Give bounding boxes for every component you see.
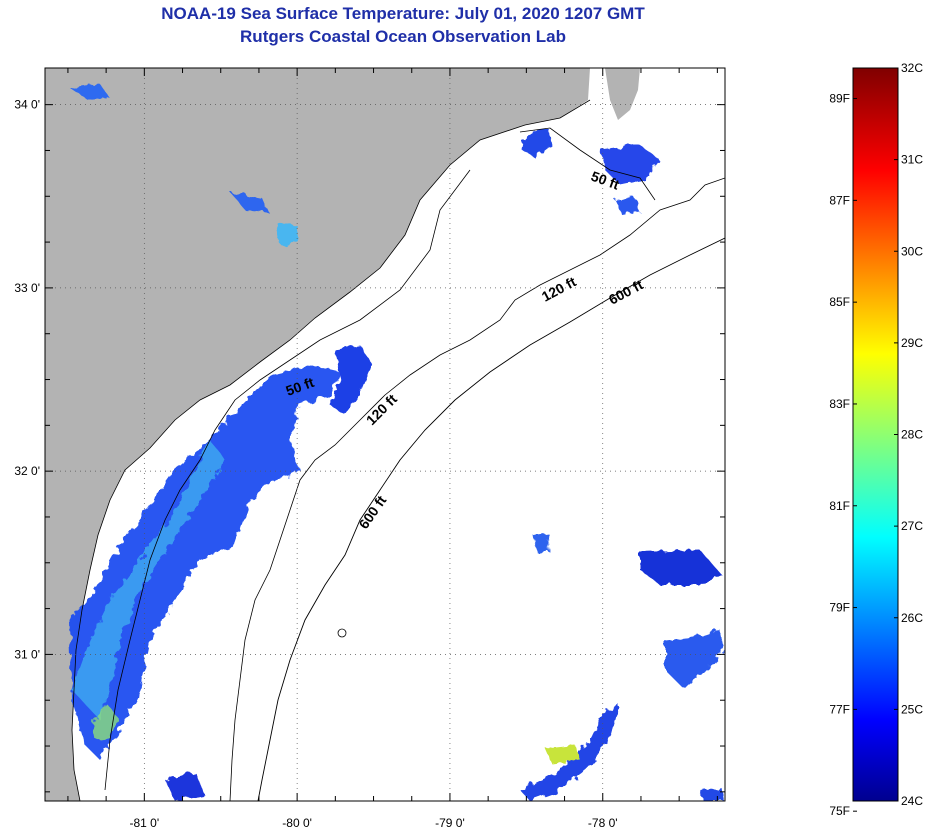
map-frame [44, 67, 726, 802]
sst-patch-offshore-1 [330, 345, 372, 415]
sst-patch-se-green [545, 745, 580, 764]
sst-patch-island2 [276, 222, 298, 244]
colorbar-celsius-label: 30C [901, 244, 923, 258]
sst-patch-se-right [700, 788, 724, 801]
sst-patch-se [520, 705, 620, 801]
colorbar-fahrenheit-label: 81F [829, 499, 850, 513]
colorbar-celsius-label: 25C [901, 702, 923, 716]
colorbar-fahrenheit-label: 75F [829, 804, 850, 818]
contour-50ft [104, 127, 656, 791]
lat-tick-label: 31 0' [14, 647, 40, 661]
coastline [71, 99, 591, 801]
axis-ticks [45, 68, 725, 801]
colorbar-celsius-labels: 32C 31C 30C 29C 28C 27C 26C 25C 24C [894, 61, 923, 808]
colorbar-fahrenheit-label: 89F [829, 92, 850, 106]
lat-tick-label: 33 0' [14, 281, 40, 295]
axis-tick-labels: -81 0' -80 0' -79 0' -78 0' 34 0' 33 0' 32 0' 3… [14, 98, 617, 830]
map-title: NOAA-19 Sea Surface Temperature: July 01… [161, 4, 645, 23]
sst-patch-ne2 [615, 198, 640, 215]
colorbar-fahrenheit-labels: 89F 87F 85F 83F 81F 79F 77F 75F [829, 92, 857, 818]
sst-patch-east-1 [640, 550, 722, 585]
map-subtitle: Rutgers Coastal Ocean Observation Lab [240, 27, 566, 46]
colorbar-celsius-label: 28C [901, 428, 923, 442]
colorbar-celsius-label: 29C [901, 336, 923, 350]
sst-patch-top [70, 84, 110, 100]
sst-patch-coastal-cyan [72, 440, 225, 720]
colorbar-fahrenheit-label: 83F [829, 397, 850, 411]
colorbar-fahrenheit-label: 87F [829, 193, 850, 207]
lon-tick-label: -79 0' [435, 816, 465, 830]
land-mass [45, 68, 590, 801]
sst-patch-east-2 [665, 630, 724, 690]
gridlines [45, 68, 725, 801]
contour-600ft [257, 237, 725, 801]
colorbar-celsius-label: 26C [901, 611, 923, 625]
lon-tick-label: -78 0' [588, 816, 618, 830]
lon-tick-label: -80 0' [282, 816, 312, 830]
colorbar-celsius-label: 27C [901, 519, 923, 533]
land-edge-north [605, 68, 640, 120]
seamount-contour [337, 628, 347, 638]
colorbar-celsius-label: 24C [901, 794, 923, 808]
sst-patch-ne [600, 145, 660, 185]
sst-patch-sw [165, 772, 205, 801]
colorbar-gradient [852, 67, 899, 802]
colorbar-fahrenheit-label: 77F [829, 702, 850, 716]
colorbar-fahrenheit-label: 79F [829, 601, 850, 615]
contour-120ft [229, 177, 725, 801]
lon-tick-label: -81 0' [129, 816, 159, 830]
lat-tick-label: 34 0' [14, 98, 40, 112]
sst-patch-coastal [70, 365, 340, 760]
sst-patch-mid [533, 533, 550, 552]
colorbar-celsius-label: 31C [901, 153, 923, 167]
colorbar-celsius-label: 32C [901, 61, 923, 75]
sst-patch-island [230, 192, 268, 212]
sst-patch-n [522, 128, 552, 158]
lat-tick-label: 32 0' [14, 464, 40, 478]
colorbar-fahrenheit-label: 85F [829, 295, 850, 309]
